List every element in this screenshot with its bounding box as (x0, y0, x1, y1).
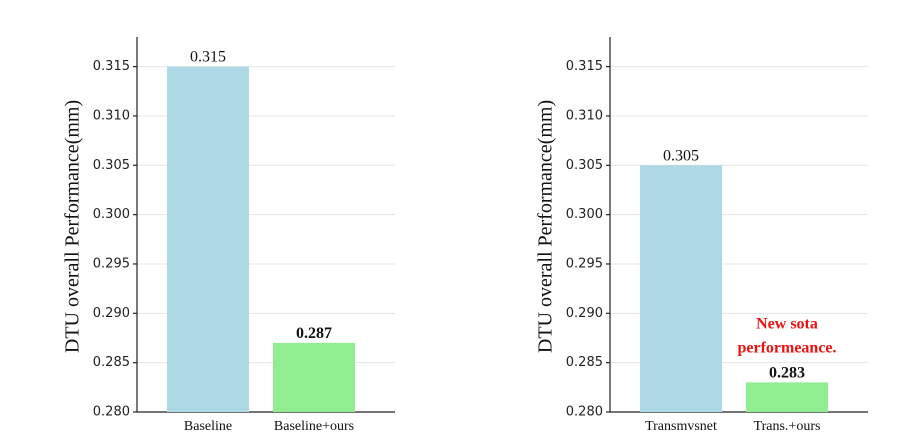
value-label: 0.315 (190, 49, 226, 66)
value-label: 0.287 (296, 325, 332, 342)
y-tick-label: 0.315 (93, 59, 130, 74)
bar (167, 66, 249, 413)
x-tick-label: Transmvsnet (645, 419, 717, 434)
bar (746, 382, 828, 412)
y-tick-label: 0.300 (566, 207, 603, 222)
value-label: 0.283 (769, 364, 805, 381)
y-tick-label: 0.305 (566, 158, 603, 173)
y-tick-label: 0.280 (93, 405, 130, 420)
y-tick-label: 0.300 (93, 207, 130, 222)
annotation: New sota (756, 315, 818, 332)
y-tick-label: 0.295 (93, 256, 130, 271)
x-tick-label: Trans.+ours (754, 419, 821, 434)
value-label: 0.305 (663, 147, 699, 164)
x-tick-label: Baseline+ours (274, 419, 354, 434)
y-tick-label: 0.295 (566, 256, 603, 271)
y-tick-label: 0.285 (93, 355, 130, 370)
x-tick-label: Baseline (184, 419, 232, 434)
y-tick-label: 0.310 (566, 108, 603, 123)
y-tick-label: 0.290 (93, 306, 130, 321)
bar (273, 342, 355, 412)
y-tick-label: 0.315 (566, 59, 603, 74)
annotation: performeance. (737, 339, 836, 356)
y-tick-label: 0.310 (93, 108, 130, 123)
y-tick-label: 0.305 (93, 158, 130, 173)
bar (640, 165, 722, 412)
y-tick-label: 0.280 (566, 405, 603, 420)
y-axis-label: DTU overall Performance(mm) (62, 100, 84, 353)
y-tick-label: 0.285 (566, 355, 603, 370)
y-axis-label: DTU overall Performance(mm) (535, 100, 557, 353)
y-tick-label: 0.290 (566, 306, 603, 321)
